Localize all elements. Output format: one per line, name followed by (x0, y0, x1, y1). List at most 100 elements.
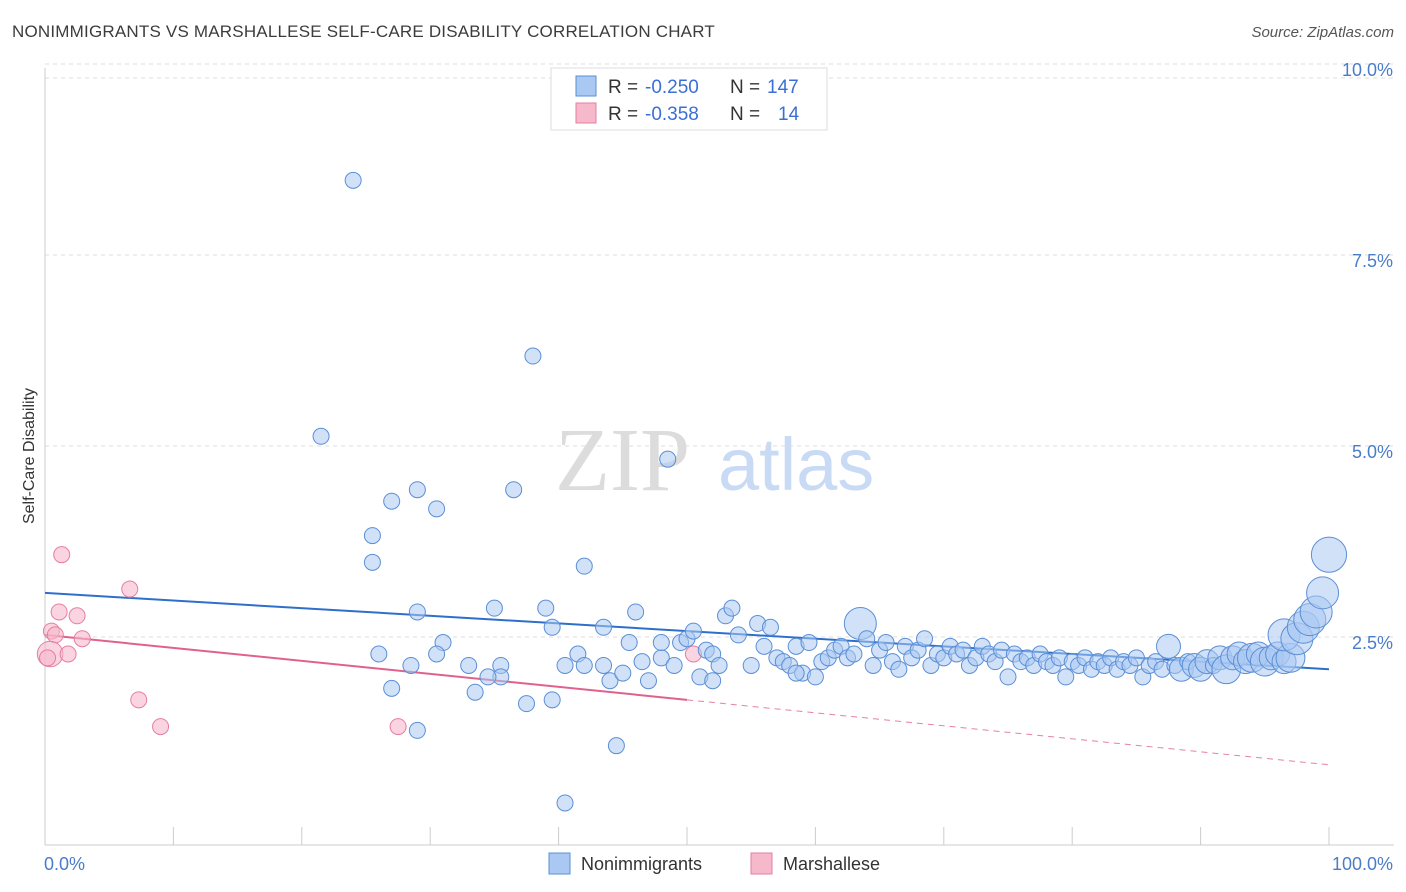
x-tick-label: 100.0% (1332, 854, 1393, 874)
point-marshallese (59, 645, 77, 663)
trend-line-marshallese-extension (686, 699, 1330, 766)
point-nonimmigrants (460, 656, 478, 674)
trend-line-marshallese (44, 633, 688, 701)
point-nonimmigrants (518, 695, 535, 713)
legend-box (550, 67, 828, 131)
point-nonimmigrants (556, 794, 574, 812)
point-nonimmigrants (402, 656, 420, 674)
point-nonimmigrants (344, 171, 362, 189)
legend: R = -0.250 N = 147 R = -0.358 N = 14 (550, 67, 828, 131)
point-nonimmigrants (742, 656, 760, 674)
point-nonimmigrants (627, 603, 645, 621)
point-nonimmigrants (370, 645, 388, 663)
bottom-legend-swatch-marshallese (750, 852, 773, 875)
point-nonimmigrants (864, 656, 882, 674)
point-nonimmigrants (428, 500, 446, 518)
point-nonimmigrants (1310, 536, 1348, 573)
point-marshallese (39, 649, 57, 667)
point-nonimmigrants (665, 656, 683, 674)
point-nonimmigrants (383, 492, 401, 510)
legend-n-value: 147 (767, 77, 799, 98)
point-marshallese (68, 607, 86, 625)
point-marshallese (130, 691, 148, 709)
legend-n-value: 14 (778, 104, 800, 125)
bottom-legend-label: Nonimmigrants (581, 854, 702, 874)
point-marshallese (46, 626, 64, 644)
point-nonimmigrants (954, 641, 972, 659)
point-marshallese (73, 630, 91, 648)
point-nonimmigrants (428, 645, 446, 663)
point-nonimmigrants (537, 599, 555, 617)
point-nonimmigrants (620, 634, 638, 652)
point-marshallese (53, 546, 71, 564)
point-nonimmigrants (787, 664, 805, 682)
point-nonimmigrants (659, 450, 677, 468)
point-nonimmigrants (595, 618, 613, 636)
point-nonimmigrants (601, 672, 619, 690)
point-nonimmigrants (1127, 649, 1145, 667)
point-nonimmigrants (363, 527, 381, 545)
legend-n-label: N = (730, 104, 760, 125)
point-nonimmigrants (633, 653, 651, 671)
y-axis-label: Self-Care Disability (21, 388, 38, 524)
point-nonimmigrants (800, 634, 818, 652)
point-nonimmigrants (761, 618, 779, 636)
point-nonimmigrants (312, 427, 330, 445)
point-nonimmigrants (505, 481, 523, 499)
legend-r-value: -0.250 (645, 77, 699, 98)
point-nonimmigrants (363, 553, 381, 571)
source-label: Source: ZipAtlas.com (1251, 24, 1394, 41)
legend-r-label: R = (608, 104, 638, 125)
legend-swatch-nonimmigrants (575, 75, 597, 97)
point-nonimmigrants (639, 672, 657, 690)
point-nonimmigrants (607, 737, 625, 755)
point-nonimmigrants (1057, 668, 1075, 686)
point-nonimmigrants (614, 664, 632, 682)
point-nonimmigrants (652, 634, 670, 652)
point-nonimmigrants (408, 721, 426, 739)
point-nonimmigrants (383, 679, 401, 697)
point-nonimmigrants (595, 656, 613, 674)
point-nonimmigrants (999, 668, 1017, 686)
legend-swatch-marshallese (575, 102, 597, 124)
point-nonimmigrants (710, 656, 728, 674)
legend-n-label: N = (730, 77, 760, 98)
point-nonimmigrants (845, 645, 863, 663)
point-marshallese (50, 603, 68, 621)
point-nonimmigrants (485, 599, 503, 617)
point-nonimmigrants (684, 622, 702, 640)
y-tick-label: 5.0% (1352, 442, 1393, 462)
point-nonimmigrants (729, 626, 747, 644)
point-nonimmigrants (723, 599, 741, 617)
point-nonimmigrants (543, 691, 561, 709)
bottom-legend-swatch-nonimmigrants (548, 852, 571, 875)
point-marshallese (152, 718, 170, 736)
point-nonimmigrants (806, 668, 824, 686)
y-tick-label: 10.0% (1342, 60, 1393, 80)
point-nonimmigrants (408, 603, 426, 621)
chart-title: NONIMMIGRANTS VS MARSHALLESE SELF-CARE D… (12, 22, 715, 41)
legend-r-label: R = (608, 77, 638, 98)
watermark-atlas: atlas (718, 423, 874, 506)
point-nonimmigrants (755, 637, 773, 655)
point-nonimmigrants (466, 683, 484, 701)
point-nonimmigrants (1306, 576, 1340, 610)
point-nonimmigrants (524, 347, 542, 365)
legend-r-value: -0.358 (645, 104, 699, 125)
point-nonimmigrants (543, 618, 561, 636)
bottom-legend: Nonimmigrants Marshallese (548, 852, 880, 875)
bottom-legend-label: Marshallese (783, 854, 880, 874)
point-nonimmigrants (479, 668, 497, 686)
y-tick-label: 7.5% (1352, 251, 1393, 271)
x-tick-label: 0.0% (44, 854, 85, 874)
point-nonimmigrants (877, 634, 895, 652)
point-nonimmigrants (575, 656, 593, 674)
point-nonimmigrants (858, 630, 876, 648)
point-nonimmigrants (575, 557, 593, 575)
point-nonimmigrants (916, 630, 934, 648)
y-tick-label: 2.5% (1352, 633, 1393, 653)
point-marshallese (121, 580, 139, 598)
point-nonimmigrants (556, 656, 574, 674)
point-marshallese (389, 718, 407, 736)
